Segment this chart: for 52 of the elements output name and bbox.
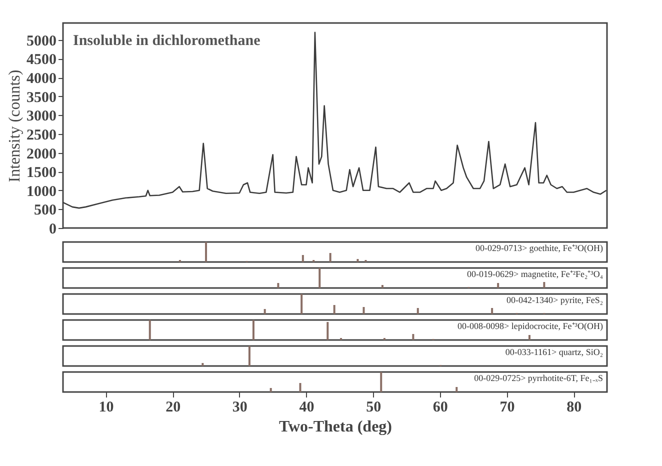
y-tick-label: 1500 (26, 165, 56, 182)
y-tick-label: 3500 (26, 90, 56, 106)
y-tick-label: 0 (49, 222, 56, 238)
bar (412, 334, 414, 340)
y-tick-label: 2000 (26, 146, 56, 162)
x-axis-title: Two-Theta (deg) (278, 418, 392, 436)
y-tick-label: 500 (34, 202, 56, 219)
bar (148, 320, 151, 340)
annotation: 00-029-0725> pyrrhotite-6T, Fe₁₋ₓS (474, 373, 603, 383)
bar (299, 383, 302, 392)
bar (543, 282, 546, 288)
bar (356, 259, 359, 262)
bar (252, 320, 254, 340)
bar (491, 308, 494, 314)
x-tick-label: 50 (366, 400, 382, 416)
bar (380, 372, 382, 392)
bar (528, 335, 530, 340)
bar (333, 305, 336, 314)
x-tick-label: 40 (299, 400, 314, 416)
bar (416, 308, 419, 314)
x-tick-label: 80 (566, 400, 582, 416)
bar (318, 268, 321, 288)
bar (270, 388, 272, 392)
x-tick-label: 60 (432, 400, 448, 416)
x-tick-label: 20 (166, 400, 181, 416)
x-tick-label: 10 (98, 400, 114, 416)
annotation: Insoluble in dichloromethane (73, 33, 261, 49)
y-axis-title: Intensity (counts) (6, 70, 24, 182)
annotation: 00-008-0098> lepidocrocite, Fe⁺³O(OH) (458, 321, 603, 331)
x-tick-label: 30 (232, 400, 248, 416)
bar (326, 322, 329, 340)
y-tick-label: 3000 (26, 108, 56, 125)
x-tick-label: 70 (500, 400, 515, 416)
bar (497, 283, 500, 288)
bar (264, 309, 266, 314)
bar (456, 387, 458, 392)
bar (205, 242, 208, 262)
annotation: 00-042-1340> pyrite, FeS₂ (506, 295, 603, 305)
annotation: 00-019-0629> magnetite, Fe⁺²Fe₂⁺³O₄ (467, 269, 603, 279)
y-tick-label: 5000 (26, 33, 56, 50)
bar (300, 294, 303, 314)
annotation: 00-029-0713> goethite, Fe⁺³O(OH) (475, 243, 603, 253)
bar (381, 285, 384, 288)
y-tick-label: 4500 (26, 52, 56, 68)
annotation: 00-033-1161> quartz, SiO₂ (505, 347, 603, 357)
y-tick-label: 2500 (26, 127, 56, 144)
y-tick-label: 1000 (26, 184, 56, 200)
bar (329, 253, 332, 262)
bar (302, 255, 304, 262)
y-tick-label: 4000 (26, 71, 56, 88)
bar (362, 307, 365, 314)
bar (277, 283, 280, 288)
